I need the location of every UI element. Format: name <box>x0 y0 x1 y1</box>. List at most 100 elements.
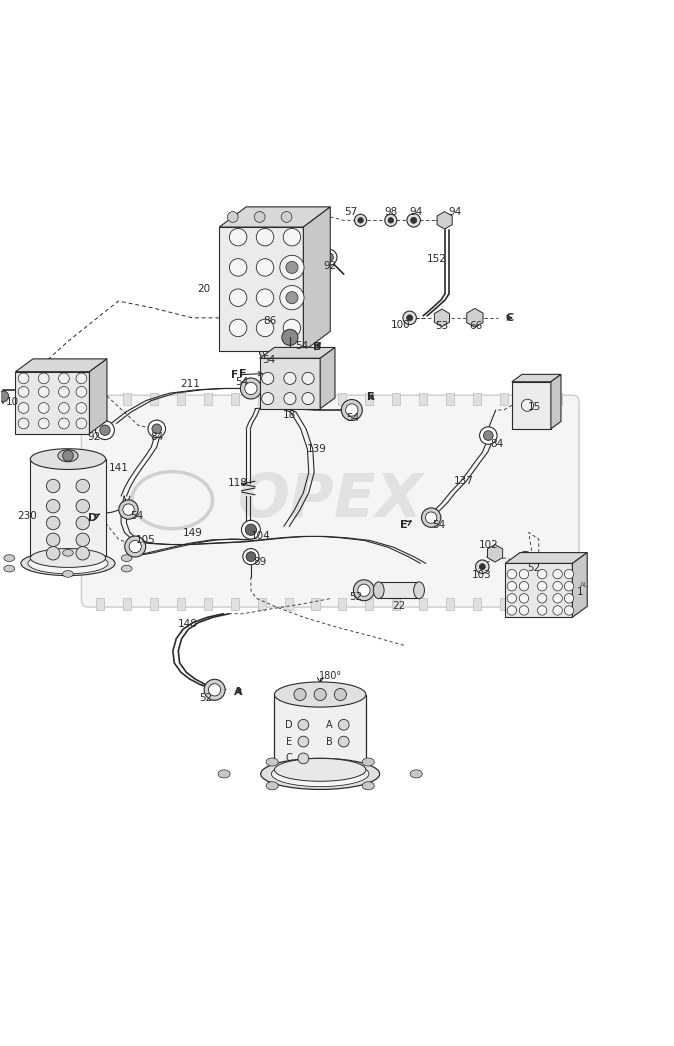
Text: D: D <box>284 720 293 730</box>
Bar <box>526 392 534 405</box>
Polygon shape <box>219 227 303 351</box>
Bar <box>446 392 454 405</box>
Text: 149: 149 <box>183 528 202 538</box>
Text: 22: 22 <box>392 601 406 612</box>
Text: 53: 53 <box>435 321 449 331</box>
Bar <box>419 598 427 611</box>
Circle shape <box>425 511 437 523</box>
Circle shape <box>516 551 535 571</box>
Circle shape <box>38 386 49 397</box>
Circle shape <box>553 582 562 591</box>
Text: E: E <box>400 520 411 530</box>
Ellipse shape <box>362 758 374 766</box>
Ellipse shape <box>4 565 15 572</box>
Bar <box>123 392 131 405</box>
Circle shape <box>334 688 346 701</box>
Bar <box>257 392 266 405</box>
Circle shape <box>256 258 274 276</box>
Circle shape <box>241 378 262 399</box>
Text: 54: 54 <box>235 377 248 387</box>
Bar <box>473 598 481 611</box>
Ellipse shape <box>373 582 384 598</box>
Circle shape <box>76 403 87 413</box>
Circle shape <box>321 249 337 266</box>
Text: B: B <box>313 342 321 351</box>
Circle shape <box>355 214 367 226</box>
Text: 10: 10 <box>6 396 20 407</box>
Circle shape <box>125 536 146 558</box>
Polygon shape <box>30 459 106 570</box>
Polygon shape <box>274 695 366 782</box>
Bar <box>96 392 104 405</box>
Circle shape <box>564 594 574 604</box>
Text: C: C <box>505 313 514 323</box>
Polygon shape <box>16 371 90 433</box>
Ellipse shape <box>414 582 425 598</box>
Polygon shape <box>572 552 587 617</box>
Circle shape <box>280 286 304 310</box>
Ellipse shape <box>28 553 108 574</box>
Polygon shape <box>505 552 587 564</box>
Text: 54: 54 <box>130 511 143 521</box>
Circle shape <box>564 606 574 615</box>
Circle shape <box>302 392 314 405</box>
Circle shape <box>346 404 358 416</box>
Text: 98: 98 <box>385 207 398 218</box>
Text: 92: 92 <box>324 262 337 271</box>
FancyBboxPatch shape <box>82 395 579 607</box>
Ellipse shape <box>63 570 73 577</box>
Text: 211: 211 <box>181 380 200 389</box>
Text: 104: 104 <box>251 531 270 542</box>
Circle shape <box>245 383 257 394</box>
Bar <box>553 392 561 405</box>
Bar <box>338 598 346 611</box>
Circle shape <box>256 289 274 306</box>
Bar <box>526 598 534 611</box>
Polygon shape <box>16 359 107 371</box>
Text: 139: 139 <box>307 444 327 454</box>
Bar <box>231 392 239 405</box>
Circle shape <box>76 547 90 560</box>
Bar <box>150 392 158 405</box>
Ellipse shape <box>30 548 106 567</box>
Ellipse shape <box>121 554 132 562</box>
Circle shape <box>59 386 69 397</box>
Circle shape <box>256 319 274 337</box>
Circle shape <box>286 262 298 273</box>
Circle shape <box>338 736 349 747</box>
Text: 66: 66 <box>469 321 482 331</box>
Circle shape <box>38 403 49 413</box>
Bar <box>204 392 212 405</box>
Circle shape <box>47 517 60 529</box>
Bar <box>311 392 319 405</box>
Text: 102: 102 <box>479 540 498 549</box>
Bar <box>392 392 400 405</box>
Circle shape <box>76 517 90 529</box>
Circle shape <box>204 679 225 701</box>
Bar <box>123 598 131 611</box>
Bar <box>500 392 508 405</box>
Circle shape <box>262 372 274 385</box>
Polygon shape <box>512 374 561 382</box>
Circle shape <box>358 584 370 596</box>
Circle shape <box>507 582 516 591</box>
Circle shape <box>537 569 547 578</box>
Text: 54: 54 <box>346 413 360 423</box>
Polygon shape <box>437 211 452 229</box>
Bar <box>177 598 185 611</box>
Ellipse shape <box>362 781 374 790</box>
Polygon shape <box>505 564 572 617</box>
Bar <box>338 392 346 405</box>
Text: 94: 94 <box>409 207 423 218</box>
Polygon shape <box>487 545 503 562</box>
Circle shape <box>246 552 255 562</box>
Circle shape <box>284 372 296 385</box>
Ellipse shape <box>121 565 132 572</box>
Circle shape <box>519 606 528 615</box>
Circle shape <box>302 372 314 385</box>
Ellipse shape <box>63 549 73 556</box>
Circle shape <box>229 319 247 337</box>
Circle shape <box>358 218 363 223</box>
Circle shape <box>100 425 110 435</box>
Circle shape <box>38 373 49 384</box>
